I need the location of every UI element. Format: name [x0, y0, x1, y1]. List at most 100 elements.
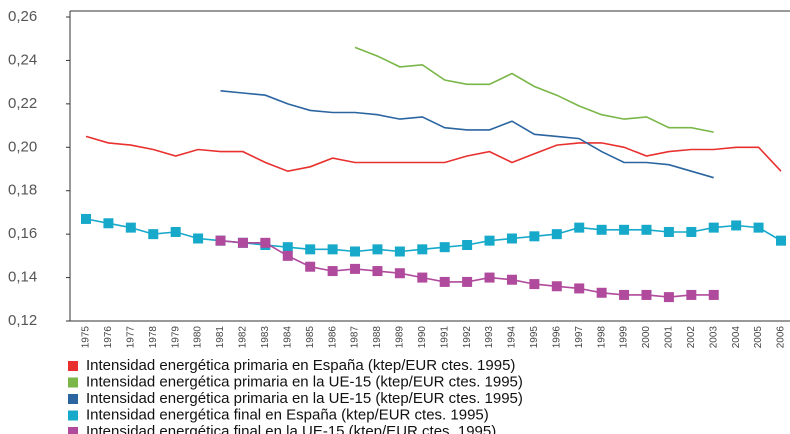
series-line: [354, 46, 714, 133]
marker: [529, 231, 540, 242]
x-tick-label: 1976: [103, 326, 114, 349]
x-tick-label: 1997: [574, 326, 585, 349]
marker: [619, 224, 630, 235]
marker: [327, 266, 338, 277]
marker: [350, 263, 361, 274]
marker: [663, 226, 674, 237]
x-tick-label: 1993: [484, 326, 495, 349]
x-tick-label: 2006: [776, 326, 787, 349]
marker: [305, 244, 316, 255]
x-tick-label: 1985: [305, 326, 316, 349]
x-tick-label: 1987: [350, 326, 361, 349]
series-line: [220, 90, 714, 179]
marker: [574, 222, 585, 233]
x-tick-label: 1975: [81, 326, 92, 349]
marker: [372, 244, 383, 255]
x-tick-label: 1990: [417, 326, 428, 349]
marker: [663, 292, 674, 303]
marker: [731, 220, 742, 231]
marker: [596, 287, 607, 298]
legend-label: Intensidad energética primaria en España…: [86, 357, 515, 374]
marker: [417, 244, 428, 255]
x-tick-label: 1989: [395, 326, 406, 349]
legend-swatch: [68, 427, 78, 434]
marker: [237, 237, 248, 248]
y-tick-label: 0,22: [8, 95, 37, 112]
legend-swatch: [68, 394, 78, 404]
x-tick-label: 1982: [238, 326, 249, 349]
y-tick-label: 0,18: [8, 182, 37, 199]
x-tick-label: 1988: [372, 326, 383, 349]
x-tick-label: 1994: [507, 326, 518, 349]
marker: [596, 224, 607, 235]
legend-swatch: [68, 361, 78, 371]
marker: [708, 222, 719, 233]
x-tick-label: 1977: [125, 326, 136, 349]
marker: [350, 246, 361, 257]
marker: [686, 226, 697, 237]
marker: [439, 242, 450, 253]
marker: [103, 218, 114, 229]
x-tick-label: 1992: [462, 326, 473, 349]
x-tick-label: 1978: [148, 326, 159, 349]
x-tick-label: 1986: [327, 326, 338, 349]
marker: [551, 281, 562, 292]
legend-label: Intensidad energética final en la UE-15 …: [86, 423, 496, 434]
marker: [686, 289, 697, 300]
legend-swatch: [68, 377, 78, 388]
marker: [776, 235, 786, 246]
marker: [394, 268, 405, 279]
legend-label: Intensidad energética final en España (k…: [86, 406, 489, 423]
marker: [619, 289, 630, 300]
y-tick-label: 0,14: [8, 269, 37, 286]
marker: [81, 213, 91, 224]
y-tick-label: 0,12: [8, 312, 37, 329]
marker: [305, 261, 316, 272]
x-tick-label: 2002: [686, 326, 697, 349]
x-tick-label: 1983: [260, 326, 271, 349]
x-tick-label: 1979: [170, 326, 181, 349]
y-tick-label: 0,20: [8, 138, 37, 155]
marker: [193, 233, 204, 244]
marker: [753, 222, 764, 233]
x-tick-label: 1980: [193, 326, 204, 349]
legend-swatch: [68, 410, 78, 421]
marker: [551, 229, 562, 240]
marker: [170, 226, 181, 237]
marker: [462, 276, 473, 287]
marker: [215, 235, 226, 246]
x-tick-label: 1995: [529, 326, 540, 349]
x-tick-label: 1996: [551, 326, 562, 349]
x-tick-label: 1984: [282, 326, 293, 349]
x-tick-label: 1991: [439, 326, 450, 349]
y-tick-label: 0,16: [8, 225, 37, 242]
legend-label: Intensidad energética primaria en la UE-…: [86, 373, 523, 390]
series-line: [85, 135, 782, 173]
marker: [125, 222, 136, 233]
marker: [484, 272, 495, 283]
marker: [394, 246, 405, 257]
x-tick-label: 2000: [641, 326, 652, 349]
x-tick-label: 2004: [731, 326, 742, 349]
x-tick-label: 1998: [596, 326, 607, 349]
marker: [529, 279, 540, 290]
marker: [417, 272, 428, 283]
marker: [327, 244, 338, 255]
marker: [148, 229, 159, 240]
y-tick-label: 0,24: [8, 51, 37, 68]
marker: [641, 289, 652, 300]
marker: [372, 266, 383, 277]
marker: [506, 233, 517, 244]
legend-label: Intensidad energética primaria en la UE-…: [86, 390, 523, 407]
marker: [574, 283, 585, 294]
marker: [462, 240, 473, 250]
marker: [260, 237, 271, 248]
marker: [282, 250, 293, 261]
x-tick-label: 2001: [664, 326, 675, 349]
marker: [439, 276, 450, 287]
series-line: [85, 218, 782, 253]
marker: [484, 235, 495, 246]
marker: [708, 289, 719, 300]
y-tick-label: 0,26: [8, 8, 37, 25]
